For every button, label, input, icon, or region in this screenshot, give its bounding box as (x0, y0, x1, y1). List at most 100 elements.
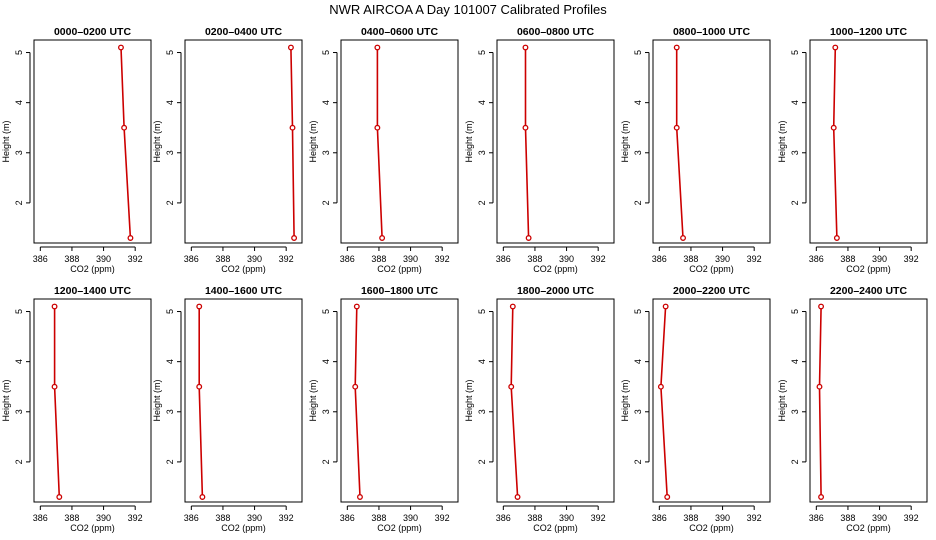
data-point (662, 303, 669, 310)
x-tick-label: 388 (371, 254, 386, 264)
x-axis-label: CO2 (ppm) (533, 523, 578, 533)
data-point (196, 303, 203, 310)
y-tick-label: 5 (477, 309, 487, 314)
x-tick-label: 386 (809, 254, 824, 264)
y-tick-label: 4 (14, 359, 24, 364)
y-tick-label: 4 (165, 359, 175, 364)
y-tick-label: 3 (790, 150, 800, 155)
x-tick-label: 388 (683, 254, 698, 264)
y-tick-label: 3 (321, 150, 331, 155)
x-tick-label: 392 (435, 254, 450, 264)
x-axis-label: CO2 (ppm) (689, 523, 734, 533)
x-tick-label: 392 (435, 513, 450, 523)
y-tick-label: 3 (165, 150, 175, 155)
panel: 0200–0400 UTC 386 388 390 392 CO2 (ppm) 2 3 4 5 He… (152, 26, 303, 274)
y-tick-label: 5 (633, 309, 643, 314)
x-tick-label: 390 (872, 254, 887, 264)
data-point (522, 44, 529, 51)
data-point (818, 303, 825, 310)
x-tick-label: 388 (64, 513, 79, 523)
x-axis-label: CO2 (ppm) (221, 523, 266, 533)
plot-frame (184, 39, 303, 244)
y-tick-label: 2 (165, 200, 175, 205)
panel-title: 1000–1200 UTC (830, 26, 907, 38)
y-axis-label: Height (m) (620, 379, 630, 421)
y-tick-label: 4 (321, 100, 331, 105)
data-point (818, 494, 825, 500)
panel: 2000–2200 UTC 386 388 390 392 CO2 (ppm) 2 3 4 5 He… (620, 285, 771, 533)
x-axis-label: CO2 (ppm) (846, 264, 891, 274)
x-tick-label: 388 (527, 254, 542, 264)
panel: 1000–1200 UTC 386 388 390 392 CO2 (ppm) 2 3 4 5 He… (777, 26, 928, 274)
panel-title: 0000–0200 UTC (54, 26, 131, 38)
data-point (127, 235, 134, 241)
x-tick-label: 392 (747, 254, 762, 264)
panel: 0600–0800 UTC 386 388 390 392 CO2 (ppm) 2 3 4 5 He… (464, 26, 615, 274)
panel-title: 2000–2200 UTC (673, 285, 750, 297)
x-tick-label: 386 (184, 513, 199, 523)
data-point (353, 303, 360, 310)
data-point (508, 383, 515, 390)
y-tick-label: 5 (477, 50, 487, 55)
y-axis-label: Height (m) (464, 120, 474, 162)
plot-frame (496, 39, 615, 244)
y-tick-label: 3 (477, 409, 487, 414)
plot-frame (340, 39, 459, 244)
x-tick-label: 390 (403, 254, 418, 264)
x-tick-label: 386 (809, 513, 824, 523)
x-axis-label: CO2 (ppm) (846, 523, 891, 533)
data-point (374, 44, 381, 51)
data-point (664, 494, 671, 500)
y-axis-label: Height (m) (777, 379, 787, 421)
x-tick-label: 392 (279, 513, 294, 523)
y-tick-label: 2 (633, 200, 643, 205)
y-tick-label: 3 (633, 409, 643, 414)
data-point (357, 494, 363, 500)
data-point (514, 494, 521, 500)
y-tick-label: 3 (14, 409, 24, 414)
y-tick-label: 2 (321, 459, 331, 464)
y-tick-label: 4 (633, 359, 643, 364)
y-tick-label: 5 (633, 50, 643, 55)
x-tick-label: 388 (215, 254, 230, 264)
panel-title: 1800–2000 UTC (517, 285, 594, 297)
x-axis-label: CO2 (ppm) (221, 264, 266, 274)
x-tick-label: 388 (527, 513, 542, 523)
panel: 0000–0200 UTC 386 388 390 392 CO2 (ppm) 2 3 4 5 He… (1, 26, 152, 274)
x-tick-label: 390 (96, 513, 111, 523)
data-point (118, 44, 124, 51)
y-tick-label: 3 (633, 150, 643, 155)
y-tick-label: 5 (14, 309, 24, 314)
y-tick-label: 3 (321, 409, 331, 414)
data-point (287, 44, 294, 51)
y-tick-label: 4 (165, 100, 175, 105)
y-tick-label: 4 (477, 100, 487, 105)
x-tick-label: 390 (715, 513, 730, 523)
x-tick-label: 386 (652, 254, 667, 264)
panel: 0400–0600 UTC 386 388 390 392 CO2 (ppm) 2 3 4 5 He… (308, 26, 459, 274)
x-tick-label: 392 (747, 513, 762, 523)
data-point (289, 124, 296, 131)
data-point (374, 124, 381, 131)
x-tick-label: 392 (279, 254, 294, 264)
y-axis-label: Height (m) (1, 379, 11, 421)
x-axis-label: CO2 (ppm) (689, 264, 734, 274)
x-tick-label: 386 (340, 254, 355, 264)
y-axis-label: Height (m) (308, 379, 318, 421)
y-tick-label: 2 (14, 459, 24, 464)
x-tick-label: 388 (215, 513, 230, 523)
y-tick-label: 4 (14, 100, 24, 105)
data-point (291, 235, 298, 241)
y-tick-label: 3 (477, 150, 487, 155)
plot-frame (809, 298, 928, 503)
y-tick-label: 2 (633, 459, 643, 464)
y-tick-label: 5 (321, 309, 331, 314)
x-tick-label: 390 (559, 513, 574, 523)
panel-title: 1400–1600 UTC (205, 285, 282, 297)
y-axis-label: Height (m) (1, 120, 11, 162)
x-tick-label: 390 (96, 254, 111, 264)
x-axis-label: CO2 (ppm) (70, 264, 115, 274)
y-tick-label: 4 (321, 359, 331, 364)
x-tick-label: 390 (559, 254, 574, 264)
plot-frame (33, 298, 152, 503)
